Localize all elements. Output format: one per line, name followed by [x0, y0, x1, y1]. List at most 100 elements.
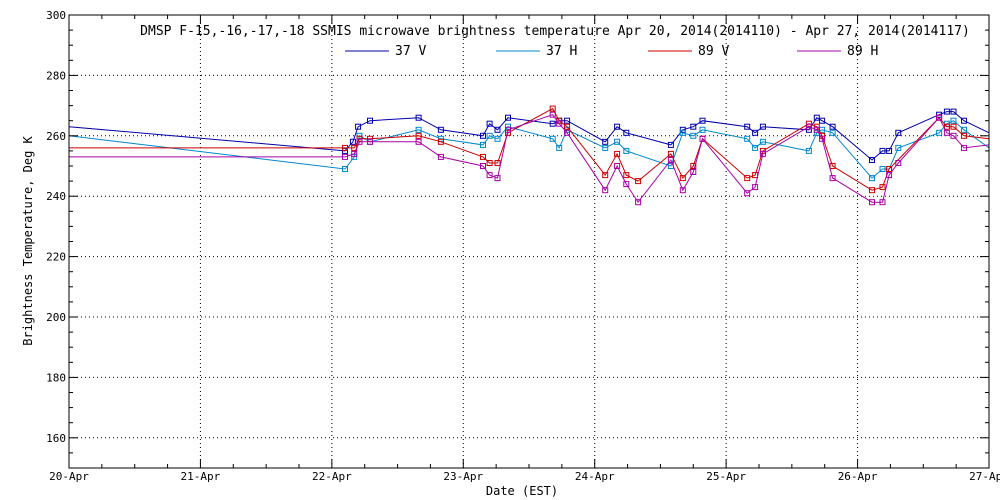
y-tick-label: 240	[46, 190, 66, 203]
data-point	[480, 141, 486, 148]
data-point	[564, 123, 571, 130]
legend-label: 37 H	[546, 44, 577, 59]
legend-label: 37 V	[395, 44, 426, 59]
data-point	[635, 199, 642, 206]
data-point	[635, 178, 642, 185]
data-point	[437, 138, 444, 145]
data-point	[869, 157, 875, 163]
y-tick-label: 180	[46, 371, 66, 384]
y-axis-title: Brightness Temperature, Deg K	[21, 135, 35, 345]
data-point	[486, 132, 493, 139]
data-point	[744, 135, 751, 142]
data-point	[961, 132, 967, 139]
data-point	[819, 135, 826, 142]
x-tick-label: 25-Apr	[706, 470, 746, 483]
data-point	[879, 184, 886, 191]
data-point	[556, 120, 563, 127]
y-tick-label: 300	[46, 9, 66, 22]
data-point	[486, 172, 493, 179]
data-point	[602, 138, 609, 145]
data-point	[699, 117, 706, 124]
data-point	[480, 132, 486, 139]
data-point	[699, 126, 706, 133]
data-point	[950, 132, 957, 139]
x-tick-label: 23-Apr	[443, 470, 483, 483]
data-point	[623, 172, 630, 179]
data-point	[950, 123, 957, 130]
data-point	[869, 175, 875, 182]
grid-lines	[69, 15, 989, 468]
data-point	[623, 129, 630, 136]
data-point	[351, 150, 358, 157]
data-point	[564, 129, 571, 136]
data-point	[950, 117, 957, 124]
tick-labels: 20-Apr 21-Apr 22-Apr 23-Apr 24-Apr 25-Apr 26-A…	[46, 9, 1000, 483]
data-point	[623, 181, 630, 188]
data-point	[943, 108, 950, 115]
data-point	[494, 160, 501, 166]
x-tick-label: 24-Apr	[575, 470, 615, 483]
data-point	[869, 199, 875, 206]
data-point	[869, 187, 875, 194]
data-point	[690, 169, 697, 175]
data-point	[829, 175, 836, 182]
data-point	[549, 111, 556, 118]
data-point	[679, 187, 686, 194]
chart-title: DMSP F-15,-16,-17,-18 SSMIS microwave br…	[140, 24, 970, 39]
data-point	[879, 166, 886, 172]
data-point	[813, 123, 820, 130]
x-tick-label: 21-Apr	[181, 470, 221, 483]
series-89-v	[69, 105, 990, 194]
data-point	[494, 175, 501, 182]
data-point	[349, 138, 356, 145]
data-point	[494, 135, 501, 142]
data-point	[679, 175, 686, 182]
data-point	[367, 117, 373, 124]
data-point	[355, 123, 362, 130]
data-point	[943, 123, 950, 130]
data-point	[549, 135, 556, 142]
x-tick-label: 26-Apr	[838, 470, 878, 483]
data-point	[342, 166, 348, 172]
data-point	[667, 157, 674, 163]
data-point	[752, 184, 759, 191]
data-point	[744, 123, 751, 130]
x-tick-label: 20-Apr	[49, 470, 89, 483]
data-point	[886, 172, 893, 179]
data-point	[415, 138, 422, 145]
data-point	[494, 126, 501, 133]
data-point	[690, 163, 697, 169]
legend: 37 V 37 H 89 V 89 H	[345, 44, 878, 59]
data-point	[936, 114, 943, 121]
data-point	[829, 123, 836, 130]
data-point	[437, 153, 444, 160]
data-point	[667, 150, 674, 157]
data-point	[505, 114, 511, 121]
data-point	[813, 126, 820, 133]
data-point	[895, 129, 902, 136]
data-point	[602, 172, 609, 179]
data-point	[886, 147, 893, 154]
y-tick-label: 260	[46, 130, 66, 143]
data-point	[415, 132, 422, 139]
data-point	[805, 147, 812, 154]
data-point	[936, 129, 943, 136]
x-tick-label: 27-Apr	[969, 470, 1000, 483]
data-point	[564, 117, 571, 124]
data-point	[549, 105, 556, 112]
data-point	[505, 123, 511, 130]
data-point	[623, 147, 630, 154]
data-point	[486, 120, 493, 127]
data-point	[895, 160, 902, 166]
data-point	[614, 150, 621, 157]
data-point	[437, 126, 444, 133]
data-point	[480, 153, 486, 160]
data-point	[879, 199, 886, 206]
data-point	[602, 144, 609, 151]
data-point	[602, 187, 609, 194]
x-axis-title: Date (EST)	[486, 484, 558, 498]
legend-label: 89 V	[698, 44, 729, 59]
data-point	[752, 144, 759, 151]
data-point	[829, 129, 836, 136]
